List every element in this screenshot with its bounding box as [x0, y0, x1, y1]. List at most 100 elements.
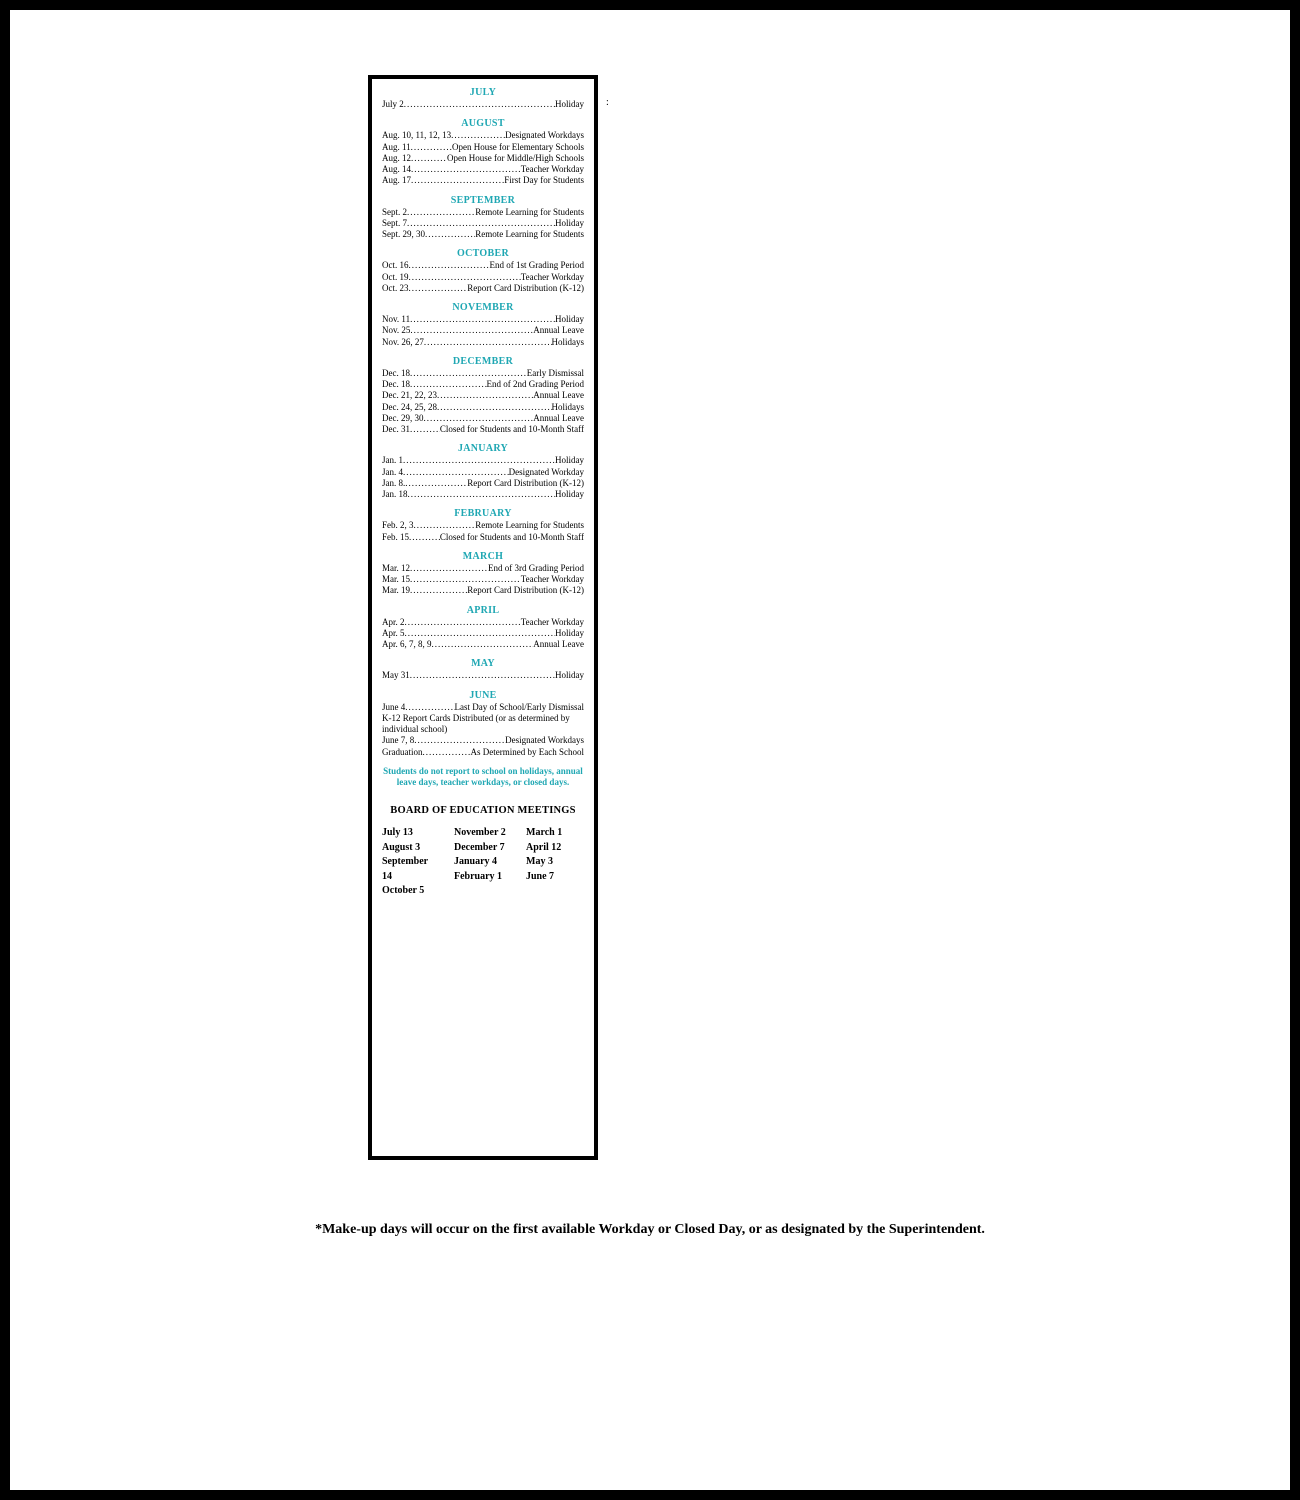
calendar-entry: Apr. 2 Teacher Workday	[382, 617, 584, 628]
calendar-entry: Oct. 23 Report Card Distribution (K-12)	[382, 283, 584, 294]
entry-desc: Holiday	[555, 455, 584, 466]
calendar-entry: Mar. 19 Report Card Distribution (K-12)	[382, 585, 584, 596]
calendar-entry: Sept. 2 Remote Learning for Students	[382, 207, 584, 218]
entry-desc: Annual Leave	[533, 413, 584, 424]
leader-dots	[410, 314, 555, 325]
entry-date: Dec. 21, 22, 23	[382, 390, 437, 401]
note-line-1: Students do not report to school on holi…	[383, 766, 583, 776]
entry-desc: Closed for Students and 10-Month Staff	[440, 532, 584, 543]
month-heading: MARCH	[382, 551, 584, 562]
entry-desc: End of 1st Grading Period	[490, 260, 585, 271]
entry-desc: Remote Learning for Students	[475, 207, 584, 218]
calendar-entry: Aug. 17 First Day for Students	[382, 175, 584, 186]
month-block: NOVEMBERNov. 11 HolidayNov. 25 Annual Le…	[382, 302, 584, 348]
entry-desc: Report Card Distribution (K-12)	[467, 283, 584, 294]
calendar-entry: Mar. 15 Teacher Workday	[382, 574, 584, 585]
entry-date: Oct. 23	[382, 283, 409, 294]
month-block: DECEMBERDec. 18 Early DismissalDec. 18 E…	[382, 356, 584, 436]
entry-date: Mar. 19	[382, 585, 410, 596]
entry-date: May 31	[382, 670, 410, 681]
leader-dots	[425, 229, 475, 240]
leader-dots	[403, 455, 555, 466]
board-date: December 7	[454, 841, 512, 856]
leader-dots	[432, 639, 534, 650]
leader-dots	[407, 218, 555, 229]
entry-date: Oct. 16	[382, 260, 409, 271]
entry-desc: Holiday	[555, 628, 584, 639]
month-heading: APRIL	[382, 605, 584, 616]
calendar-entry: Jan. 1 Holiday	[382, 455, 584, 466]
calendar-entry: Jan. 8. Report Card Distribution (K-12)	[382, 478, 584, 489]
leader-dots	[410, 424, 440, 435]
entry-date: Feb. 2, 3	[382, 520, 414, 531]
leader-dots	[409, 283, 468, 294]
calendar-entry: Dec. 18 End of 2nd Grading Period	[382, 379, 584, 390]
leader-dots	[410, 563, 488, 574]
entry-desc: As Determined by Each School	[471, 747, 584, 758]
board-date: September 14	[382, 855, 440, 884]
leader-dots	[409, 260, 490, 271]
leader-dots	[408, 489, 556, 500]
calendar-entry: June 7, 8 Designated Workdays	[382, 735, 584, 746]
entry-desc: Early Dismissal	[527, 368, 584, 379]
board-date: April 12	[526, 841, 584, 856]
entry-desc: Annual Leave	[533, 325, 584, 336]
entry-date: Sept. 7	[382, 218, 407, 229]
calendar-entry: Jan. 4 Designated Workday	[382, 467, 584, 478]
entry-desc: Annual Leave	[533, 390, 584, 401]
entry-date: Dec. 31	[382, 424, 410, 435]
leader-dots	[411, 142, 452, 153]
entry-date: Jan. 1	[382, 455, 403, 466]
calendar-entry: Apr. 5 Holiday	[382, 628, 584, 639]
note-line-2: leave days, teacher workdays, or closed …	[397, 777, 569, 787]
entry-date: Aug. 11	[382, 142, 411, 153]
calendar-entry: Dec. 24, 25, 28 Holidays	[382, 402, 584, 413]
leader-dots	[411, 175, 504, 186]
calendar-entry: Dec. 29, 30 Annual Leave	[382, 413, 584, 424]
entry-date: June 4	[382, 702, 405, 713]
calendar-entry: Oct. 19 Teacher Workday	[382, 272, 584, 283]
footnote: *Make-up days will occur on the first av…	[10, 1222, 1290, 1238]
stray-mark: :	[606, 100, 609, 105]
month-block: APRILApr. 2 Teacher WorkdayApr. 5 Holida…	[382, 605, 584, 651]
month-block: JULYJuly 2 Holiday	[382, 87, 584, 110]
entry-date: Jan. 18	[382, 489, 408, 500]
calendar-entry: Sept. 29, 30 Remote Learning for Student…	[382, 229, 584, 240]
board-date: January 4	[454, 855, 512, 870]
calendar-panel: JULYJuly 2 HolidayAUGUSTAug. 10, 11, 12,…	[368, 75, 598, 1160]
month-block: MARCHMar. 12 End of 3rd Grading PeriodMa…	[382, 551, 584, 597]
leader-dots	[411, 153, 447, 164]
month-block: OCTOBEROct. 16 End of 1st Grading Period…	[382, 248, 584, 294]
entry-date: Mar. 12	[382, 563, 410, 574]
leader-dots	[409, 272, 521, 283]
entry-date: Aug. 10, 11, 12, 13	[382, 130, 451, 141]
board-date: August 3	[382, 841, 440, 856]
board-col-2: November 2 December 7 January 4 February…	[454, 826, 512, 899]
entry-date: Apr. 2	[382, 617, 405, 628]
entry-desc: Teacher Workday	[521, 272, 584, 283]
entry-date: Graduation	[382, 747, 423, 758]
entry-desc: Holiday	[555, 670, 584, 681]
board-date: October 5	[382, 884, 440, 899]
entry-desc: First Day for Students	[504, 175, 584, 186]
leader-dots	[410, 585, 467, 596]
entry-date: Dec. 18	[382, 379, 410, 390]
month-heading: NOVEMBER	[382, 302, 584, 313]
entry-desc: Remote Learning for Students	[475, 229, 584, 240]
calendar-entry: Jan. 18 Holiday	[382, 489, 584, 500]
entry-desc: Holiday	[555, 218, 584, 229]
entry-date: Sept. 2	[382, 207, 407, 218]
entry-date: June 7, 8	[382, 735, 414, 746]
entry-date: Apr. 6, 7, 8, 9	[382, 639, 432, 650]
leader-dots	[409, 532, 440, 543]
calendar-entry: Aug. 12 Open House for Middle/High Schoo…	[382, 153, 584, 164]
calendar-entry: Feb. 2, 3 Remote Learning for Students	[382, 520, 584, 531]
entry-date: Dec. 18	[382, 368, 410, 379]
entry-desc: Teacher Workday	[521, 574, 584, 585]
month-block: SEPTEMBERSept. 2 Remote Learning for Stu…	[382, 195, 584, 241]
leader-dots	[404, 99, 555, 110]
entry-desc: End of 3rd Grading Period	[488, 563, 584, 574]
entry-desc: Open House for Elementary Schools	[452, 142, 584, 153]
month-block: JUNEJune 4 Last Day of School/Early Dism…	[382, 690, 584, 758]
leader-dots	[424, 413, 534, 424]
